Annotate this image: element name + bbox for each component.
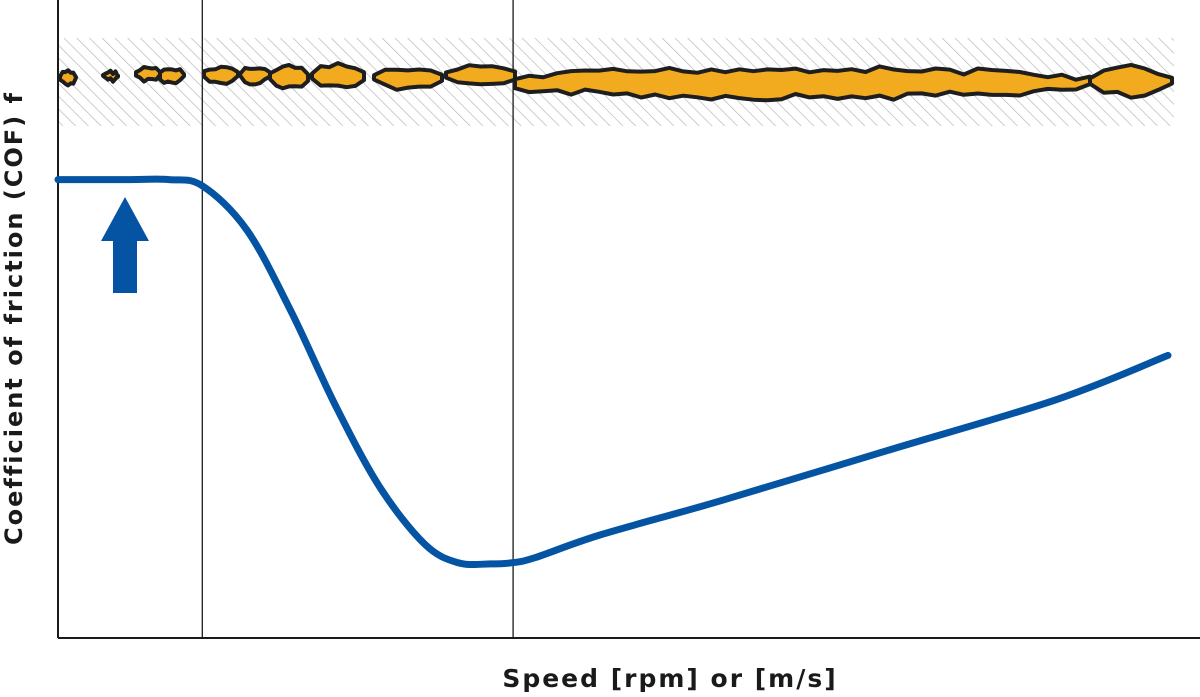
lubricant-blob-4 bbox=[158, 67, 186, 86]
lubricant-blob-12 bbox=[1088, 62, 1174, 100]
region-dividers bbox=[201, 0, 514, 638]
up-arrow-icon bbox=[101, 197, 149, 293]
lubricant-blob-2 bbox=[101, 68, 120, 84]
lubricant-blob-7 bbox=[268, 63, 310, 91]
lubricant-blob-1 bbox=[58, 68, 78, 88]
lubricant-blob-9 bbox=[372, 67, 444, 92]
lubricant-blob-8 bbox=[310, 61, 366, 90]
y-axis-label: Coefficient of friction (COF) f bbox=[0, 91, 28, 545]
lubricant-blob-10 bbox=[444, 63, 517, 87]
lubricant-blob-5 bbox=[202, 64, 240, 86]
lubricant-film-strip bbox=[58, 61, 1174, 103]
cof-curve-line bbox=[54, 175, 1172, 569]
lubricant-blob-3 bbox=[134, 65, 162, 84]
x-axis-label: Speed [rpm] or [m/s] bbox=[502, 664, 837, 693]
